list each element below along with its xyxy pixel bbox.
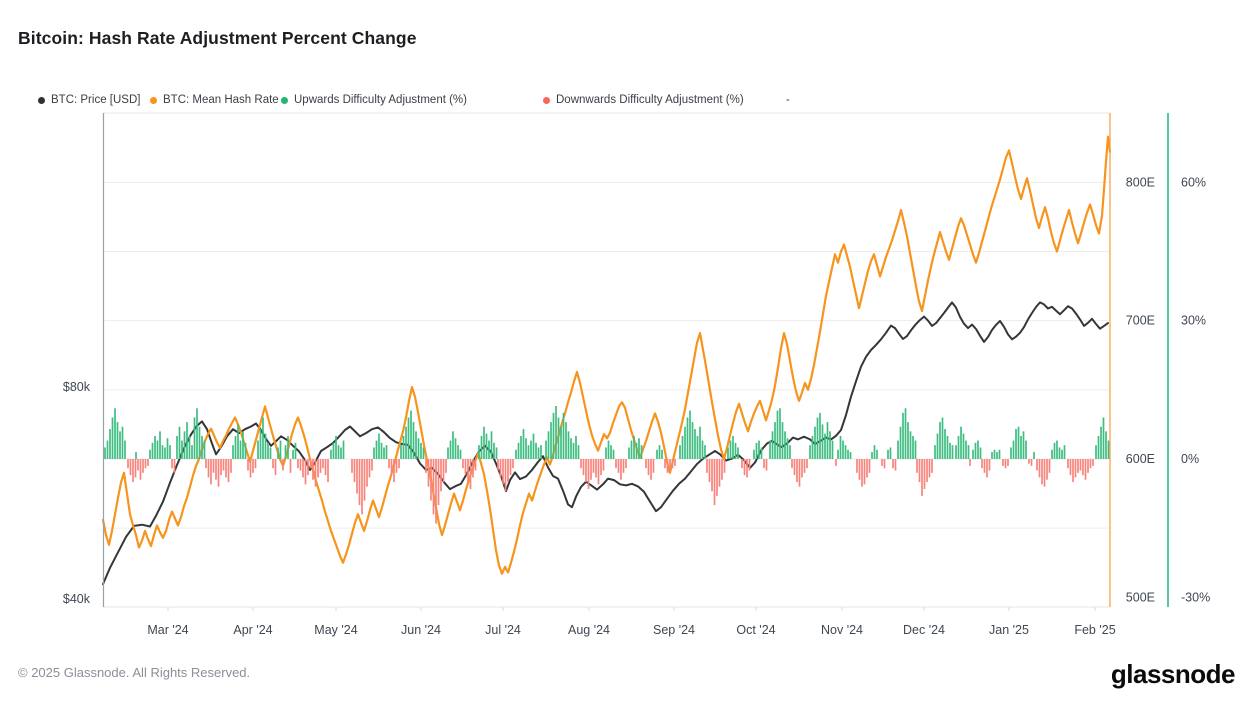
legend-item-2[interactable]: Upwards Difficulty Adjustment (%) (281, 94, 467, 106)
legend-label: BTC: Mean Hash Rate (163, 94, 279, 106)
x-tick-label: May '24 (314, 623, 357, 637)
x-tick-label: Sep '24 (653, 623, 695, 637)
legend-dot (543, 96, 550, 104)
x-tick-label: Oct '24 (736, 623, 775, 637)
legend-dot (38, 96, 45, 104)
hashrate-tick-label: 600E (1126, 452, 1155, 466)
series-line-0 (102, 301, 1109, 586)
hashrate-tick-label: 700E (1126, 314, 1155, 328)
x-tick-label: Dec '24 (903, 623, 945, 637)
hashrate-tick-label: 500E (1126, 590, 1155, 604)
x-tick-label: Jan '25 (989, 623, 1029, 637)
percent-tick-label: 0% (1181, 452, 1199, 466)
glassnode-logo: glassnode (1110, 659, 1236, 689)
percent-tick-label: -30% (1181, 590, 1210, 604)
legend-label: Upwards Difficulty Adjustment (%) (294, 94, 467, 106)
legend-dot (150, 96, 157, 104)
legend-label: BTC: Price [USD] (51, 94, 141, 106)
x-tick-label: Feb '25 (1074, 623, 1115, 637)
hashrate-tick-label: 800E (1126, 175, 1155, 189)
legend-item-4[interactable]: - (786, 94, 790, 106)
legend-item-3[interactable]: Downwards Difficulty Adjustment (%) (543, 94, 744, 106)
page-title: Bitcoin: Hash Rate Adjustment Percent Ch… (18, 28, 417, 48)
legend-label: Downwards Difficulty Adjustment (%) (556, 94, 744, 106)
footer: © 2025 Glassnode. All Rights Reserved. g… (0, 653, 1252, 703)
price-tick-label: $40k (63, 592, 91, 606)
x-tick-label: Aug '24 (568, 623, 610, 637)
x-tick-label: Jun '24 (401, 623, 441, 637)
x-tick-label: Apr '24 (233, 623, 272, 637)
legend-item-0[interactable]: BTC: Price [USD] (38, 94, 140, 106)
legend-label: - (786, 94, 790, 106)
percent-tick-label: 60% (1181, 175, 1206, 189)
chart-legend: BTC: Price [USD] BTC: Mean Hash Rate Upwar… (0, 94, 1252, 110)
x-tick-label: Nov '24 (821, 623, 863, 637)
percent-tick-label: 30% (1181, 314, 1206, 328)
x-tick-label: Mar '24 (147, 623, 188, 637)
price-tick-label: $80k (63, 380, 91, 394)
x-tick-label: Jul '24 (485, 623, 521, 637)
series-line-1 (101, 135, 1112, 575)
legend-dot (281, 96, 288, 104)
copyright-text: © 2025 Glassnode. All Rights Reserved. (18, 665, 251, 680)
legend-item-1[interactable]: BTC: Mean Hash Rate (150, 94, 279, 106)
